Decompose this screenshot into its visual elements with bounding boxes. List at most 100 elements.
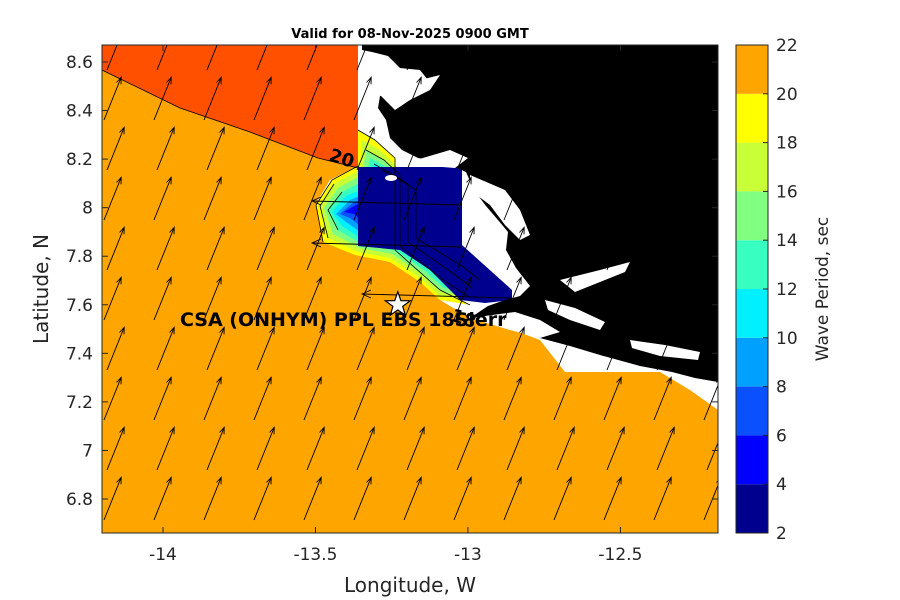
wave-arrow [653, 176, 672, 221]
colorbar-segment [736, 435, 768, 485]
wave-arrow [156, 326, 175, 371]
wave-arrow [706, 45, 718, 71]
wave-arrow [103, 476, 122, 521]
wave-arrow [306, 326, 325, 371]
wave-arrow [356, 226, 375, 271]
wave-arrow [156, 426, 175, 471]
wave-arrow [353, 176, 372, 221]
y-tick-label: 8.4 [66, 102, 93, 122]
wave-arrow [253, 376, 272, 421]
wave-arrow [653, 276, 672, 321]
wave-arrow [106, 426, 125, 471]
colorbar-tick-label: 8 [776, 378, 787, 398]
wave-arrow [256, 326, 275, 371]
wave-arrow [503, 276, 522, 321]
wave-arrow [153, 76, 172, 121]
wave-arrow [256, 226, 275, 271]
colorbar-segment [736, 93, 768, 143]
wave-arrow [553, 76, 572, 121]
wave-arrow [306, 226, 325, 271]
wave-arrow [203, 76, 222, 121]
colorbar: 2 4 6 8 10 12 14 16 18 20 22 [735, 36, 798, 544]
wave-arrow [310, 238, 463, 248]
colorbar-segment [736, 484, 768, 533]
wave-arrow [153, 376, 172, 421]
x-tick-label: -13 [454, 545, 482, 565]
wave-arrow [406, 226, 425, 271]
wave-arrow [303, 276, 322, 321]
colorbar-segment [736, 386, 768, 436]
region-period-2-4 [358, 167, 512, 303]
wave-arrow [506, 426, 525, 471]
wave-arrow [556, 426, 575, 471]
wave-arrow [653, 76, 672, 121]
wave-arrow [656, 426, 675, 471]
wave-arrow [706, 341, 718, 371]
wave-arrow [103, 376, 122, 421]
wave-arrow [606, 326, 625, 371]
y-axis-label: Latitude, N [29, 234, 53, 344]
colorbar-tick-label: 2 [776, 524, 787, 544]
coastal-waterways [380, 75, 700, 360]
colorbar-tick-label: 12 [776, 280, 798, 300]
wave-arrow [356, 126, 375, 171]
wave-arrow [203, 276, 222, 321]
colorbar-tick-label: 20 [776, 85, 798, 105]
wave-arrow [606, 426, 625, 471]
wave-arrow [553, 476, 572, 521]
wave-arrow [303, 476, 322, 521]
wave-arrow [403, 276, 422, 321]
wave-arrow [603, 476, 622, 521]
wave-arrow [553, 276, 572, 321]
wave-arrow [453, 176, 472, 221]
wave-arrow [406, 126, 425, 171]
colorbar-segment [736, 337, 768, 387]
wave-arrow [403, 176, 422, 221]
wave-arrow [556, 126, 575, 171]
wave-arrow [353, 476, 372, 521]
wave-arrow [303, 376, 322, 421]
wave-arrow [453, 376, 472, 421]
wave-arrow [503, 176, 522, 221]
wave-arrow [303, 176, 322, 221]
wave-arrow [103, 176, 122, 221]
colorbar-tick-label: 6 [776, 426, 787, 446]
land-mass [362, 45, 718, 382]
station-label: CSA (ONHYM) PPL EBS 18Sierr [180, 309, 507, 331]
wave-arrow [703, 380, 718, 421]
wave-arrow [106, 126, 125, 171]
wave-arrow [453, 476, 472, 521]
wave-arrow [356, 426, 375, 471]
y-tick-label: 8.6 [66, 53, 93, 73]
wave-arrow [153, 176, 172, 221]
x-axis-label: Longitude, W [344, 573, 476, 597]
wave-arrow [703, 280, 718, 321]
wave-arrow [253, 176, 272, 221]
wave-arrow [656, 226, 675, 271]
wave-arrow [503, 376, 522, 421]
wave-arrow [156, 126, 175, 171]
wave-arrow [556, 326, 575, 371]
colorbar-tick-label: 10 [776, 329, 798, 349]
wave-arrow [206, 126, 225, 171]
wave-arrow [656, 326, 675, 371]
wave-arrow [153, 476, 172, 521]
wave-arrow [156, 45, 168, 71]
colorbar-segment [736, 142, 768, 192]
wave-arrow [503, 476, 522, 521]
x-tick-label: -13.5 [293, 545, 337, 565]
wave-arrow [603, 276, 622, 321]
wave-arrow [506, 126, 525, 171]
wave-arrow [606, 226, 625, 271]
wave-arrow [453, 76, 472, 121]
wave-arrow [406, 326, 425, 371]
map-area [102, 45, 718, 533]
y-axis: 6.8 7 7.2 7.4 7.6 7.8 8 8.2 8.4 8.6 [66, 53, 718, 510]
colorbar-label: Wave Period, sec [813, 217, 833, 362]
colorbar-segment [736, 45, 768, 94]
wave-arrow [406, 45, 418, 71]
wave-arrow [256, 426, 275, 471]
wave-arrow [156, 226, 175, 271]
wave-arrow [553, 176, 572, 221]
